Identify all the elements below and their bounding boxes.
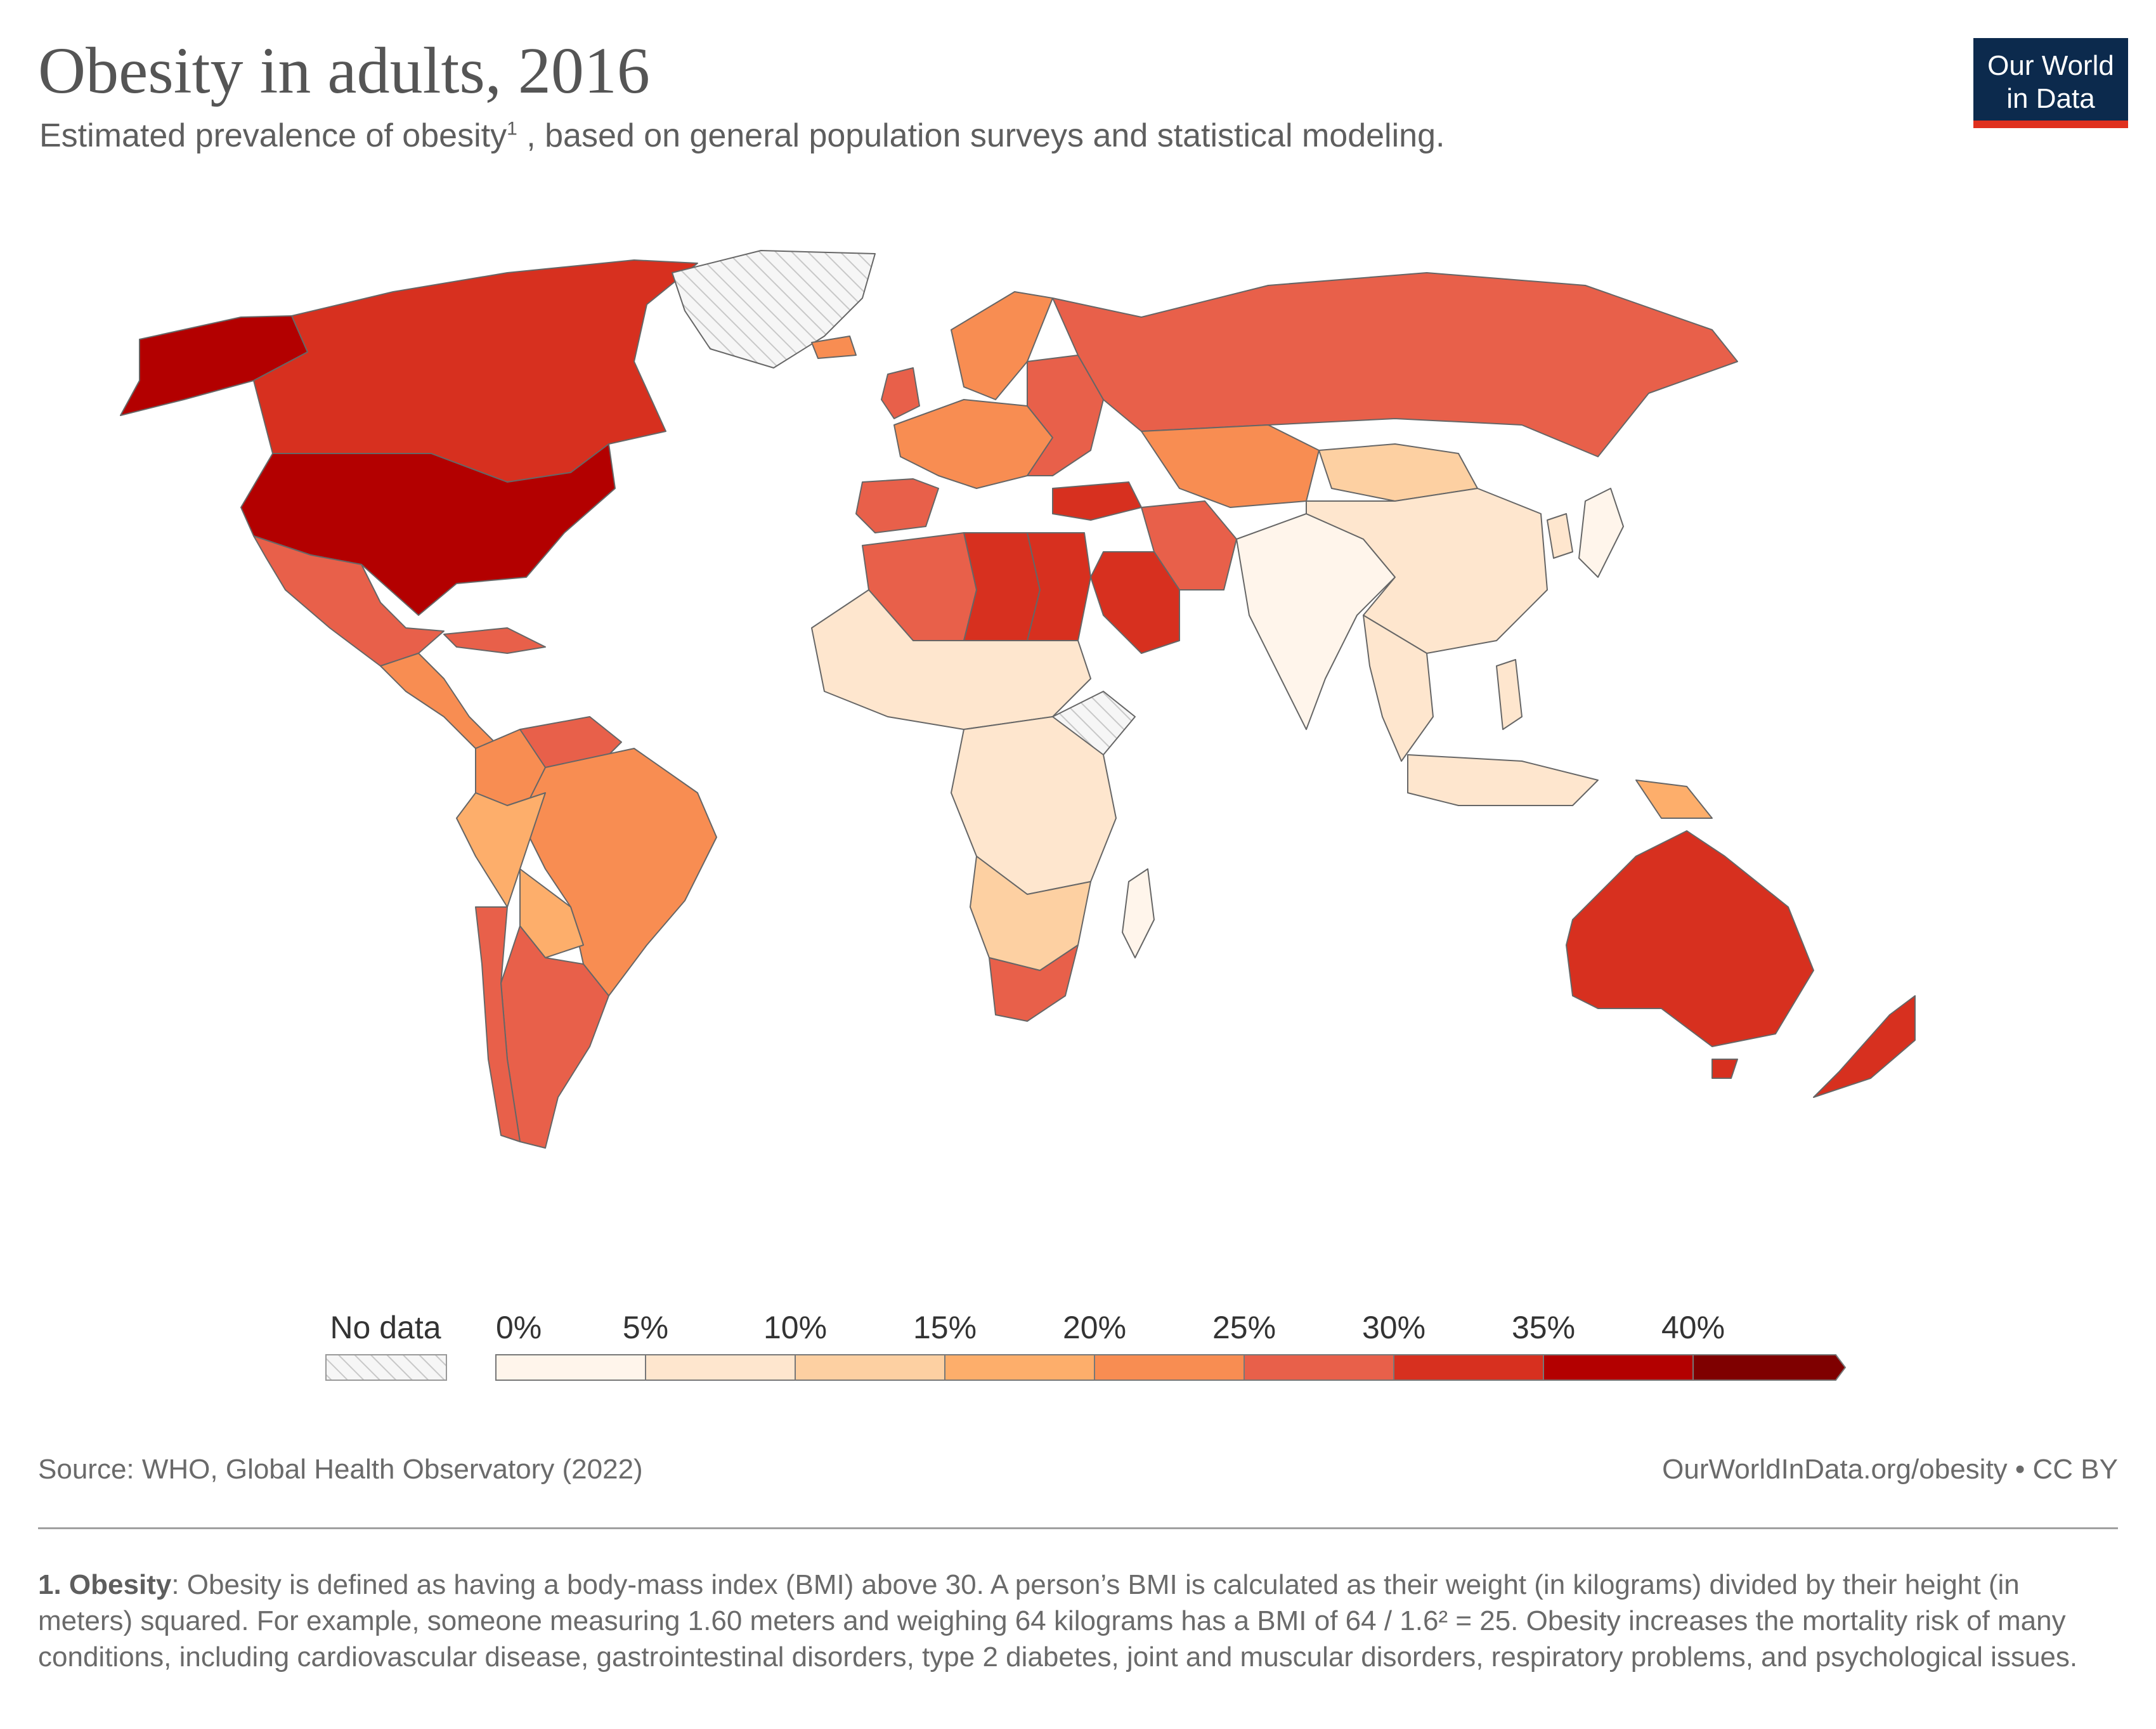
legend-tick-label: 20% bbox=[1063, 1310, 1126, 1345]
region-iceland[interactable] bbox=[811, 336, 857, 359]
world-map bbox=[120, 250, 1916, 1149]
region-new-zealand[interactable] bbox=[1813, 995, 1916, 1098]
region-papua-new-guinea[interactable] bbox=[1635, 780, 1713, 819]
region-libya[interactable] bbox=[963, 532, 1041, 641]
region-tasmania[interactable] bbox=[1711, 1059, 1738, 1079]
region-caribbean[interactable] bbox=[443, 627, 546, 654]
legend-tick-label: 10% bbox=[763, 1310, 827, 1345]
chart-title: Obesity in adults, 2016 bbox=[38, 34, 650, 107]
footer-divider bbox=[38, 1527, 2118, 1529]
logo-line-2: in Data bbox=[2006, 83, 2095, 114]
footnote: 1. Obesity: Obesity is defined as having… bbox=[38, 1567, 2112, 1675]
footnote-marker: 1 bbox=[507, 118, 517, 140]
region-bolivia[interactable] bbox=[519, 868, 584, 958]
region-japan[interactable] bbox=[1578, 488, 1624, 578]
legend-bin-4[interactable] bbox=[1094, 1354, 1245, 1381]
footnote-text: : Obesity is defined as having a body-ma… bbox=[38, 1569, 2078, 1673]
region-canada[interactable] bbox=[253, 259, 698, 483]
owid-logo[interactable]: Our World in Data bbox=[1973, 38, 2128, 128]
legend-bin-6[interactable] bbox=[1393, 1354, 1544, 1381]
region-indonesia[interactable] bbox=[1407, 754, 1599, 806]
region-brazil[interactable] bbox=[519, 748, 717, 996]
region-kazakhstan[interactable] bbox=[1141, 424, 1320, 508]
subtitle-text-rest: , based on general population surveys an… bbox=[517, 117, 1445, 154]
legend-tick-label: 0% bbox=[496, 1310, 542, 1345]
legend-tick-label: 15% bbox=[913, 1310, 977, 1345]
subtitle-text: Estimated prevalence of obesity bbox=[39, 117, 507, 154]
region-chile[interactable] bbox=[475, 906, 521, 1142]
no-data-label: No data bbox=[330, 1310, 441, 1345]
region-china[interactable] bbox=[1306, 488, 1548, 654]
region-australia[interactable] bbox=[1566, 830, 1814, 1047]
region-russia[interactable] bbox=[1052, 272, 1738, 457]
logo-accent-bar bbox=[1973, 121, 2128, 128]
legend-bin-2[interactable] bbox=[795, 1354, 945, 1381]
legend-bin-5[interactable] bbox=[1244, 1354, 1394, 1381]
region-iberia[interactable] bbox=[855, 478, 939, 533]
legend-bin-0[interactable] bbox=[495, 1354, 646, 1381]
region-central-america[interactable] bbox=[380, 653, 495, 749]
region-uk[interactable] bbox=[881, 367, 920, 419]
no-data-swatch bbox=[325, 1354, 447, 1381]
chart-subtitle: Estimated prevalence of obesity1 , based… bbox=[39, 117, 1445, 155]
region-southeast-asia[interactable] bbox=[1363, 615, 1434, 762]
legend-tick-label: 5% bbox=[623, 1310, 668, 1345]
legend-tick-label: 35% bbox=[1512, 1310, 1575, 1345]
legend-bin-1[interactable] bbox=[645, 1354, 796, 1381]
region-turkey[interactable] bbox=[1052, 481, 1142, 521]
region-peru[interactable] bbox=[456, 792, 546, 908]
legend-tick-label: 40% bbox=[1661, 1310, 1725, 1345]
region-sahel[interactable] bbox=[811, 589, 1091, 730]
region-saudi-arabia[interactable] bbox=[1090, 551, 1180, 654]
region-philippines[interactable] bbox=[1496, 659, 1523, 730]
region-mexico[interactable] bbox=[253, 535, 445, 667]
legend-tick-label: 30% bbox=[1362, 1310, 1425, 1345]
legend-bin-7[interactable] bbox=[1543, 1354, 1694, 1381]
region-greenland[interactable] bbox=[672, 250, 876, 369]
region-madagascar[interactable] bbox=[1122, 868, 1155, 958]
region-korea[interactable] bbox=[1547, 513, 1573, 559]
source-text: Source: WHO, Global Health Observatory (… bbox=[38, 1454, 643, 1485]
credit-link[interactable]: OurWorldInData.org/obesity • CC BY bbox=[1662, 1454, 2118, 1485]
footnote-label: 1. Obesity bbox=[38, 1569, 172, 1600]
logo-line-1: Our World bbox=[1987, 50, 2114, 81]
legend-bin-3[interactable] bbox=[944, 1354, 1095, 1381]
legend-tick-label: 25% bbox=[1212, 1310, 1276, 1345]
region-south-africa[interactable] bbox=[989, 944, 1079, 1022]
legend-bin-open-end[interactable] bbox=[1692, 1354, 1847, 1381]
